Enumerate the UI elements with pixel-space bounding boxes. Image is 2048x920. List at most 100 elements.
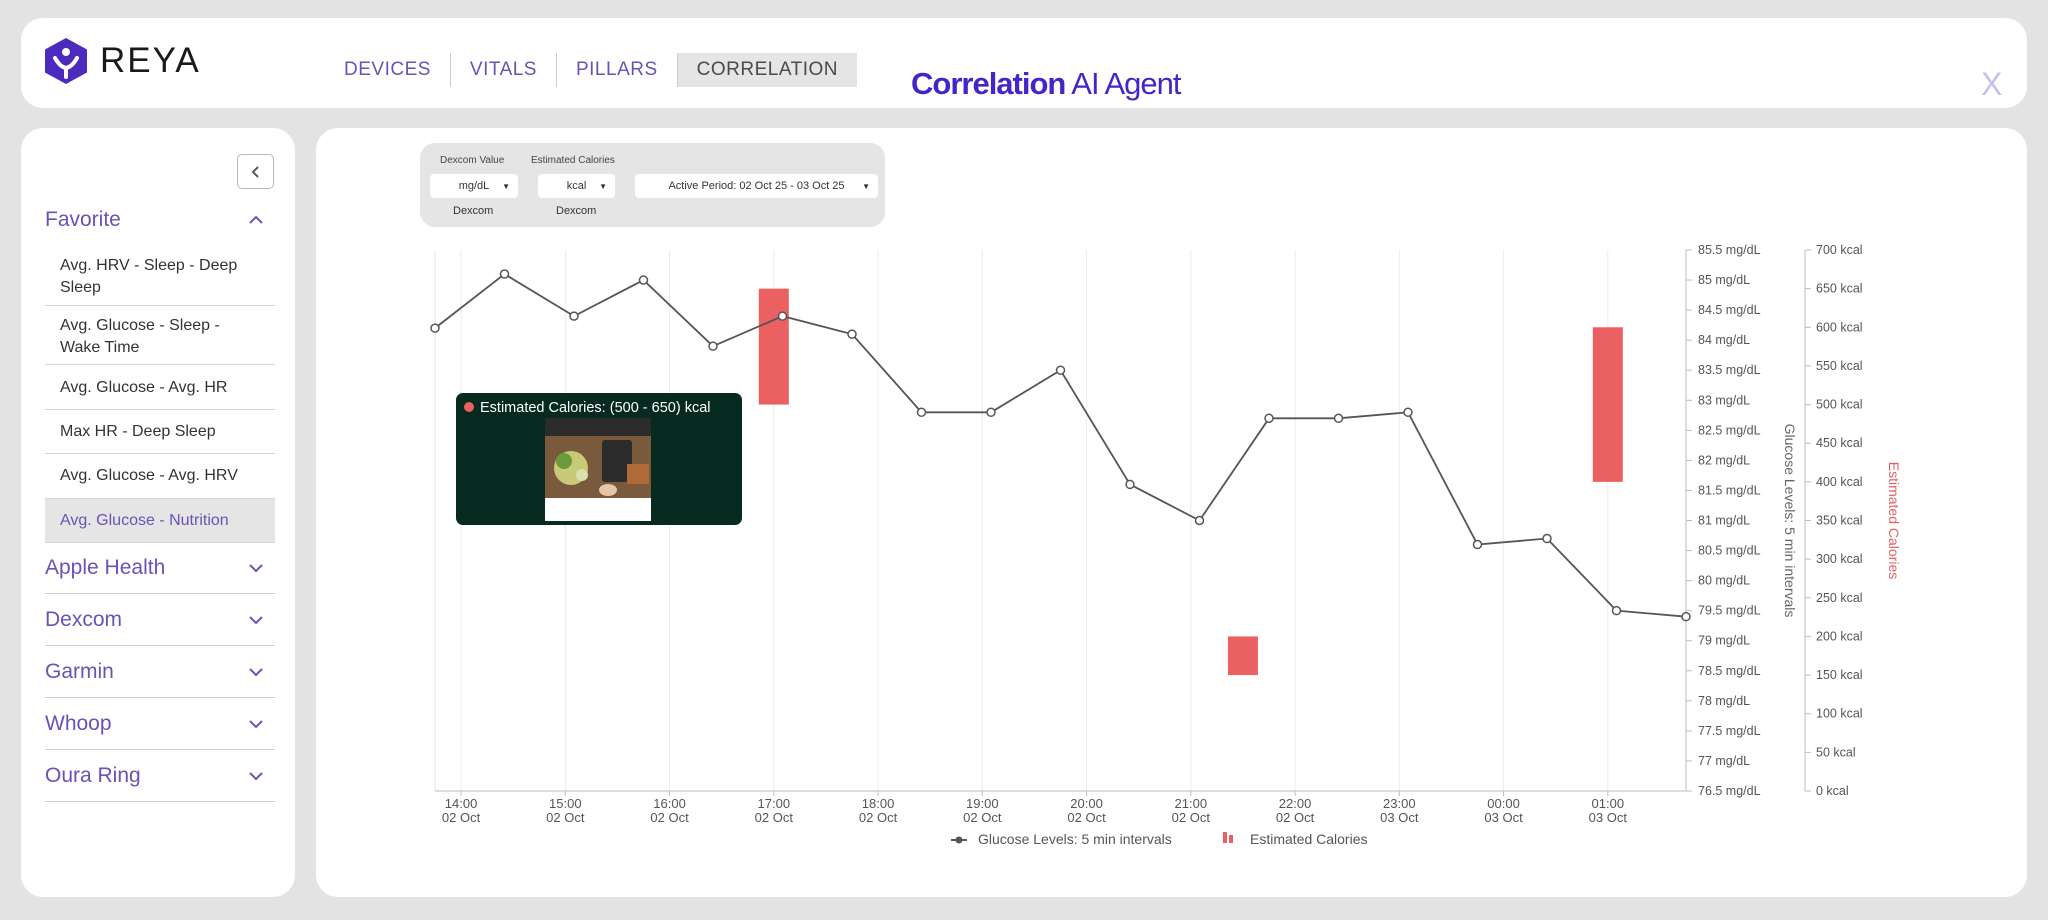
food-image-item (627, 464, 649, 484)
x-tick-date: 02 Oct (963, 810, 1002, 825)
dexcom-unit-value: mg/dL (458, 180, 490, 192)
group-apple-health[interactable]: Apple Health (45, 542, 275, 594)
tab-correlation[interactable]: CORRELATION (677, 53, 857, 87)
y-right-tick-label: 150 kcal (1816, 668, 1863, 682)
brand-logo[interactable]: REYA (44, 35, 216, 87)
x-tick-date: 02 Oct (755, 810, 794, 825)
x-tick-label: 23:00 (1383, 796, 1416, 811)
glucose-point (499, 269, 510, 279)
glucose-point (1333, 413, 1344, 424)
calorie-bar (1227, 636, 1258, 676)
tab-pillars[interactable]: PILLARS (557, 53, 678, 87)
y-left-tick-label: 82.5 mg/dL (1698, 423, 1761, 437)
group-dexcom[interactable]: Dexcom (45, 594, 275, 646)
y-left-tick-label: 85.5 mg/dL (1698, 243, 1761, 257)
y-left-tick-label: 76.5 mg/dL (1698, 784, 1761, 798)
group-garmin[interactable]: Garmin (45, 646, 275, 698)
y-left-tick-label: 82 mg/dL (1698, 453, 1750, 467)
glucose-point (1472, 539, 1483, 550)
y-left-tick-label: 83 mg/dL (1698, 393, 1750, 407)
y-left-axis-title: Glucose Levels: 5 min intervals (1782, 424, 1798, 618)
close-button[interactable]: X (1981, 66, 2003, 102)
legend-label-calories: Estimated Calories (1250, 831, 1368, 847)
food-image-top (545, 418, 651, 436)
x-tick-date: 02 Oct (650, 810, 689, 825)
glucose-point (1611, 605, 1622, 616)
tooltip-dot (464, 402, 474, 412)
legend-label-glucose: Glucose Levels: 5 min intervals (978, 831, 1172, 847)
y-left-tick-label: 81 mg/dL (1698, 514, 1750, 528)
favorite-list: Avg. HRV - Sleep - Deep Sleep Avg. Gluco… (45, 246, 275, 543)
tab-vitals[interactable]: VITALS (451, 53, 557, 87)
glucose-point (638, 275, 649, 285)
x-tick-label: 15:00 (549, 796, 582, 811)
favorite-item[interactable]: Avg. Glucose - Avg. HRV (45, 454, 275, 499)
calorie-bar (758, 288, 789, 405)
favorite-item[interactable]: Avg. Glucose - Avg. HR (45, 365, 275, 410)
x-tick-label: 19:00 (966, 796, 999, 811)
x-tick-label: 18:00 (862, 796, 895, 811)
glucose-point (569, 311, 579, 321)
group-oura-ring[interactable]: Oura Ring (45, 750, 275, 802)
group-favorite[interactable]: Favorite (45, 194, 275, 246)
y-right-tick-label: 700 kcal (1816, 243, 1863, 257)
y-left-tick-label: 80 mg/dL (1698, 574, 1750, 588)
page-title: Correlation AI Agent (911, 66, 1181, 102)
group-label: Oura Ring (45, 763, 141, 787)
glucose-point (1055, 365, 1066, 375)
legend-bar-swatch (1223, 832, 1227, 843)
y-right-tick-label: 350 kcal (1816, 514, 1863, 528)
y-left-tick-label: 83.5 mg/dL (1698, 363, 1761, 377)
x-tick-label: 01:00 (1592, 796, 1625, 811)
glucose-point (777, 311, 788, 321)
y-right-tick-label: 0 kcal (1816, 784, 1849, 798)
x-tick-date: 02 Oct (1067, 810, 1106, 825)
group-label: Garmin (45, 659, 114, 683)
y-right-tick-label: 100 kcal (1816, 707, 1863, 721)
chevron-down-icon (249, 563, 263, 572)
x-tick-date: 02 Oct (442, 810, 481, 825)
group-whoop[interactable]: Whoop (45, 698, 275, 750)
dexcom-unit-select[interactable]: mg/dL ▼ (430, 174, 518, 198)
correlation-chart: 76.5 mg/dL 77 mg/dL 77.5 mg/dL 78 mg/dL 78.5… (430, 243, 1902, 847)
y-left-tick-label: 80.5 mg/dL (1698, 544, 1761, 558)
period-select[interactable]: Active Period: 02 Oct 25 - 03 Oct 25 ▼ (635, 174, 878, 198)
calories-unit-value: kcal (566, 180, 587, 192)
glucose-point (708, 341, 718, 351)
x-tick-date: 02 Oct (1172, 810, 1211, 825)
calories-unit-select[interactable]: kcal ▼ (538, 174, 615, 198)
y-left-tick-label: 78 mg/dL (1698, 694, 1750, 708)
group-label: Whoop (45, 711, 112, 735)
glucose-point (1542, 533, 1552, 544)
favorite-item[interactable]: Avg. Glucose - Sleep - Wake Time (45, 306, 275, 365)
collapse-sidebar-button[interactable] (237, 154, 274, 189)
x-tick-label: 14:00 (445, 796, 478, 811)
x-tick-label: 21:00 (1175, 796, 1208, 811)
calories-label: Estimated Calories (531, 155, 615, 166)
period-value: Active Period: 02 Oct 25 - 03 Oct 25 (668, 180, 845, 192)
y-right-axis-title: Estimated Calories (1886, 462, 1902, 580)
glucose-point (1125, 479, 1135, 490)
favorite-item-selected[interactable]: Avg. Glucose - Nutrition (45, 499, 275, 543)
calories-source: Dexcom (556, 205, 597, 217)
x-tick-date: 02 Oct (1276, 810, 1315, 825)
x-tick-label: 22:00 (1279, 796, 1312, 811)
y-right-tick-label: 600 kcal (1816, 320, 1863, 334)
tooltip-text: Estimated Calories: (500 - 650) kcal (480, 400, 711, 416)
glucose-point (1264, 413, 1274, 424)
favorite-item[interactable]: Avg. HRV - Sleep - Deep Sleep (45, 246, 275, 306)
food-image-greens (556, 453, 572, 469)
chevron-down-icon (249, 719, 263, 728)
page-title-rest: AI Agent (1065, 66, 1181, 101)
x-tick-label: 16:00 (653, 796, 686, 811)
chevron-down-icon (249, 771, 263, 780)
y-right-tick-label: 200 kcal (1816, 629, 1863, 643)
y-right-tick-label: 650 kcal (1816, 282, 1863, 296)
x-tick-date: 03 Oct (1589, 810, 1628, 825)
glucose-point (916, 407, 927, 418)
chart-controls: Dexcom Value Estimated Calories mg/dL ▼ k… (420, 143, 885, 227)
y-left-tick-label: 79 mg/dL (1698, 634, 1750, 648)
calorie-bar (1592, 327, 1623, 482)
favorite-item[interactable]: Max HR - Deep Sleep (45, 410, 275, 454)
tab-devices[interactable]: DEVICES (325, 53, 451, 87)
